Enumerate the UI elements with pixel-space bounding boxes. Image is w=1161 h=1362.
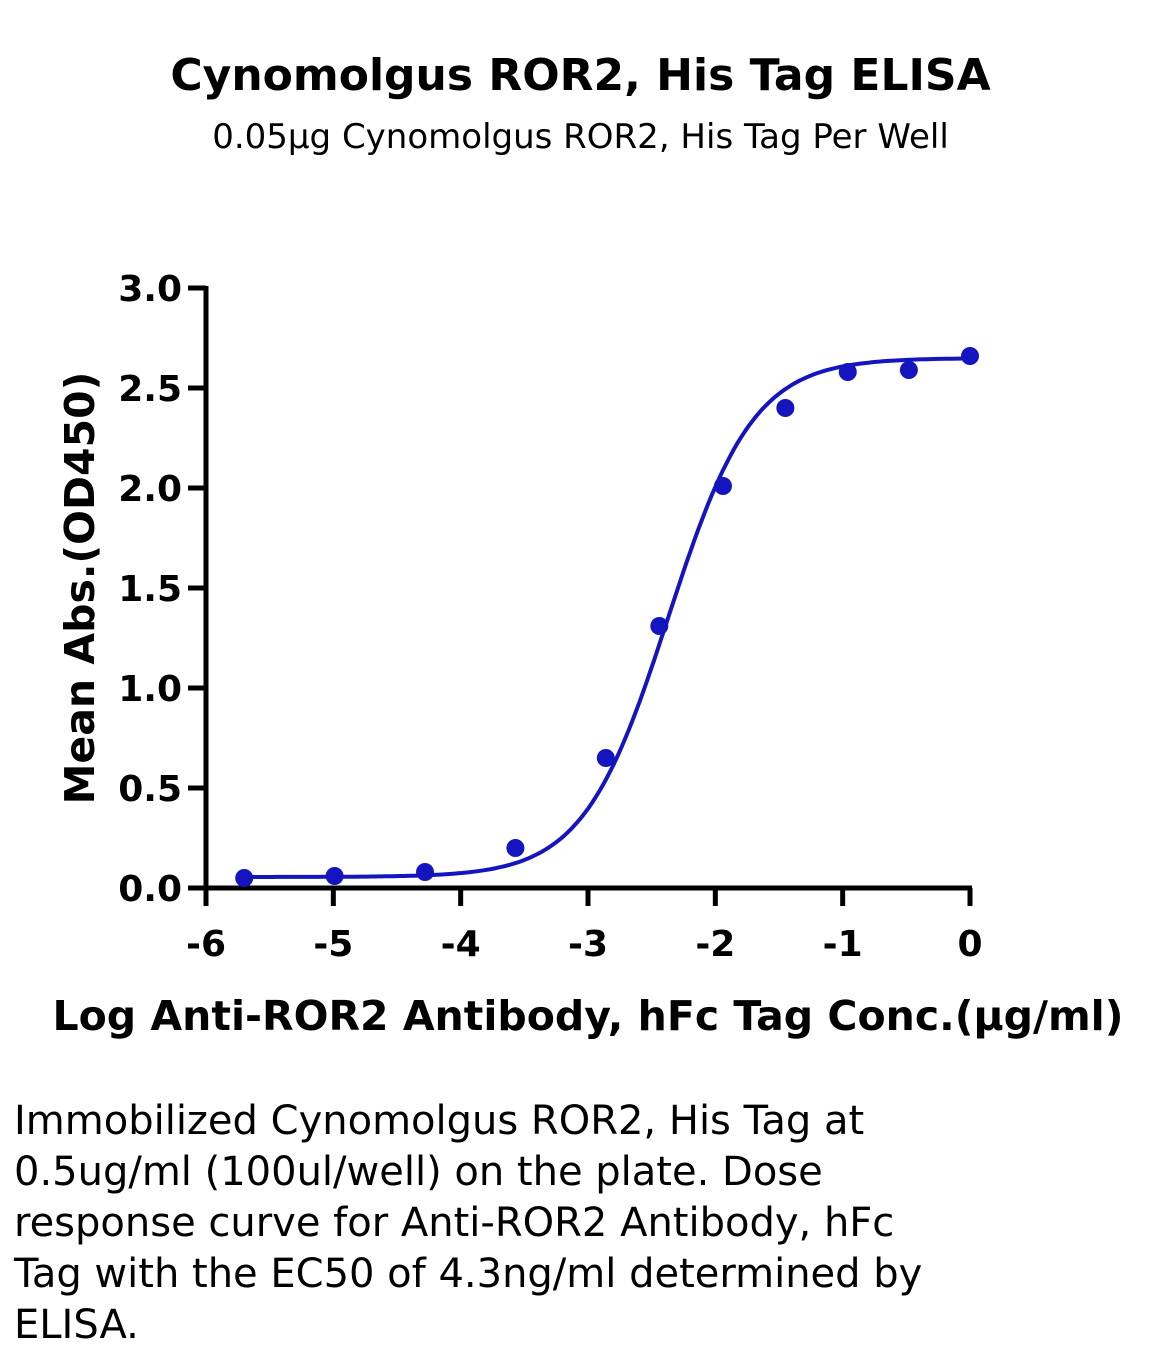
x-tick-label: -4: [441, 924, 481, 965]
data-point: [713, 477, 732, 495]
elisa-chart: 0.0 0.5 1.0 1.5 2.0 2.5 3.0 -6 -5 -4 -3 -2 -1 0 Log A…: [53, 269, 1124, 1040]
fit-curve-layer: [244, 356, 971, 879]
data-point: [776, 399, 795, 417]
data-point: [325, 867, 344, 885]
y-tick-label: 2.5: [118, 369, 182, 410]
data-point: [838, 363, 857, 381]
y-axis-label: Mean Abs.(OD450): [56, 372, 104, 805]
fit-curve: [244, 356, 971, 879]
axes: 0.0 0.5 1.0 1.5 2.0 2.5 3.0 -6 -5 -4 -3 -2 -1 0: [118, 269, 982, 965]
chart-subtitle: 0.05μg Cynomolgus ROR2, His Tag Per Well: [212, 117, 949, 157]
x-axis-label: Log Anti-ROR2 Antibody, hFc Tag Conc.(μg…: [53, 992, 1124, 1040]
y-tick-label: 0.5: [118, 769, 182, 810]
data-point: [596, 749, 615, 767]
data-point: [650, 617, 669, 635]
x-tick-label: -6: [186, 924, 226, 965]
data-points-layer: [235, 347, 979, 887]
data-point: [899, 361, 918, 379]
x-tick-label: -5: [313, 924, 353, 965]
data-point: [506, 839, 525, 857]
x-tick-label: -3: [568, 924, 608, 965]
x-tick-label: -2: [695, 924, 735, 965]
data-point: [416, 863, 435, 881]
y-tick-label: 2.0: [118, 469, 182, 510]
x-tick-label: -1: [823, 924, 863, 965]
data-point: [235, 869, 254, 887]
data-point: [961, 347, 979, 365]
chart-title: Cynomolgus ROR2, His Tag ELISA: [170, 50, 991, 101]
y-tick-label: 3.0: [118, 269, 182, 310]
y-tick-label: 0.0: [118, 869, 182, 910]
y-tick-label: 1.0: [118, 669, 182, 710]
x-tick-label: 0: [957, 924, 982, 965]
y-tick-label: 1.5: [118, 569, 182, 610]
figure-caption: Immobilized Cynomolgus ROR2, His Tag at …: [14, 1098, 923, 1348]
